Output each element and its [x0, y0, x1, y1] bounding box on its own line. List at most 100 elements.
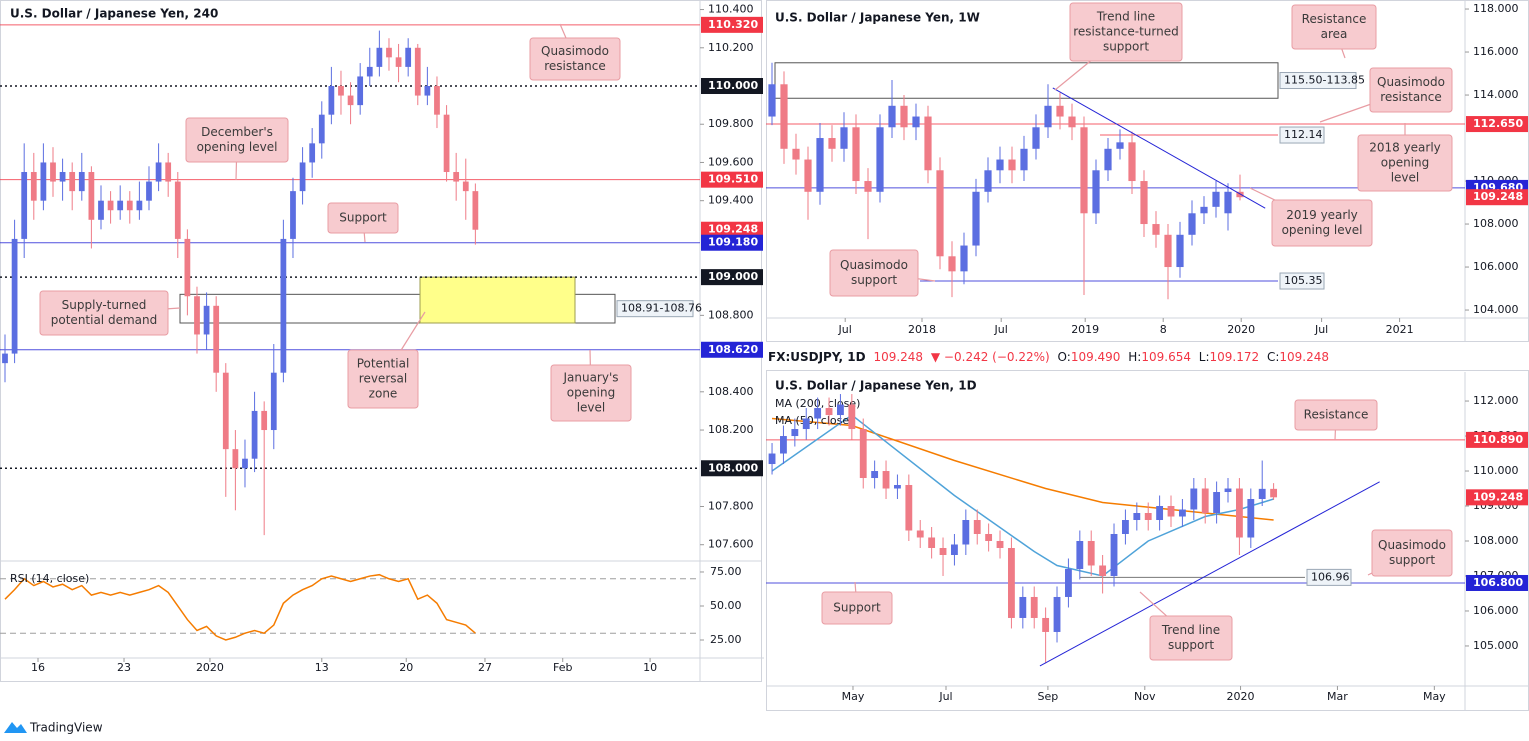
candle-body [1188, 213, 1196, 235]
level-inline-box [1279, 126, 1325, 144]
candle-body [1164, 234, 1172, 268]
candle-body [780, 436, 787, 454]
rsi-label: RSI (14, close) [10, 572, 89, 585]
candles [768, 394, 1278, 664]
x-tick-label: Feb [553, 661, 572, 674]
callout-text: 2019 yearly [1286, 208, 1358, 222]
level-inline-box [1306, 568, 1352, 586]
callout-text: Support [339, 211, 387, 225]
candle-body [424, 86, 431, 96]
candle-body [2, 353, 8, 364]
x-tick-label: Jul [1314, 323, 1328, 336]
candle-body [1068, 116, 1076, 128]
price-label-box [701, 460, 763, 477]
price-label-box [1466, 489, 1528, 506]
rsi-tick-label: 50.00 [710, 599, 742, 612]
candle-body [837, 404, 844, 416]
x-tick-label: 20 [399, 661, 413, 674]
callout-text: January's [562, 371, 618, 385]
candle-body [814, 408, 822, 419]
candle-body [1258, 488, 1266, 500]
chart-title: U.S. Dollar / Japanese Yen, 240 [10, 7, 218, 21]
candle-body [1080, 127, 1088, 214]
x-tick-label: 8 [1160, 323, 1167, 336]
callout-text: 2018 yearly [1369, 141, 1441, 155]
zone [179, 293, 616, 324]
candle-body [1140, 181, 1148, 225]
candle-body [88, 172, 95, 220]
info-h-label: H: [1128, 350, 1141, 364]
candle-body [864, 181, 872, 192]
info-c-label: C: [1267, 350, 1279, 364]
trend-line [1039, 481, 1380, 667]
y-tick-label: 105.000 [1473, 639, 1519, 652]
candle-body [222, 372, 229, 450]
chart-title: U.S. Dollar / Japanese Yen, 1D [775, 379, 977, 393]
y-tick-label: 107.800 [708, 499, 754, 512]
candle-body [1116, 142, 1124, 149]
candle-body [780, 84, 788, 149]
callout-text: Supply-turned [62, 298, 147, 312]
candle-body [174, 181, 181, 239]
candle-body [194, 296, 200, 335]
info-change: ▼ −0.242 (−0.22%) [931, 350, 1050, 364]
candle-body [434, 86, 440, 115]
candle-body [1247, 499, 1255, 538]
callout-text: support [1168, 638, 1214, 652]
x-tick-label: 2020 [196, 661, 224, 674]
y-tick-label: 108.400 [708, 385, 754, 398]
candle-body [59, 172, 66, 182]
price-label: 106.800 [1473, 576, 1523, 589]
candle-body [290, 191, 296, 239]
candle-body [996, 540, 1004, 548]
zone-label: 115.50-113.85 [1284, 74, 1365, 87]
candle-body [146, 181, 152, 201]
candle-body [21, 172, 28, 239]
callout-box [185, 117, 289, 163]
callout-text: level [1391, 171, 1420, 185]
candle-body [261, 410, 268, 431]
y-tick-label: 108.000 [1473, 217, 1519, 230]
candle-body [386, 47, 392, 58]
x-tick-label: 13 [315, 661, 329, 674]
rsi-tick-label: 25.00 [710, 633, 742, 646]
trend-line [1052, 87, 1266, 209]
candle-body [376, 47, 383, 67]
level-inline-label: 112.14 [1284, 128, 1323, 141]
callout-box [1069, 2, 1183, 62]
price-label: 109.180 [708, 236, 758, 249]
price-label-box [1466, 431, 1528, 448]
info-o-label: O: [1058, 350, 1071, 364]
candle-body [1128, 142, 1136, 182]
price-label: 110.000 [708, 79, 758, 92]
y-tick-label: 118.000 [1473, 2, 1519, 15]
x-tick-label: 2019 [1071, 323, 1099, 336]
candle-body [888, 105, 896, 128]
candle-body [453, 172, 460, 182]
callout-text: Quasimodo [541, 44, 609, 58]
candle-body [414, 47, 421, 96]
x-tick-label: May [1423, 690, 1446, 703]
candle-body [443, 114, 450, 173]
candles [768, 62, 1244, 300]
candle-body [905, 485, 913, 531]
price-label-box [701, 341, 763, 358]
rsi-tick-label: 75.00 [710, 565, 742, 578]
candle-body [299, 162, 306, 192]
price-label: 108.620 [708, 343, 758, 356]
y-tick-label: 108.200 [708, 423, 754, 436]
price-label-box [701, 78, 763, 95]
x-tick-label: Nov [1134, 690, 1156, 703]
callout-box [347, 349, 419, 409]
x-tick-label: Jul [994, 323, 1008, 336]
callout-text: level [577, 401, 606, 415]
y-tick-label: 108.000 [1473, 534, 1519, 547]
candle-body [804, 159, 812, 192]
level-inline-label: 105.35 [1284, 274, 1323, 287]
candle-body [1200, 206, 1208, 214]
callout-text: support [1103, 40, 1149, 54]
info-o: 109.490 [1071, 350, 1121, 364]
y-tick-label: 110.200 [708, 41, 754, 54]
candle-body [1176, 234, 1184, 268]
candle-body [1042, 617, 1050, 632]
